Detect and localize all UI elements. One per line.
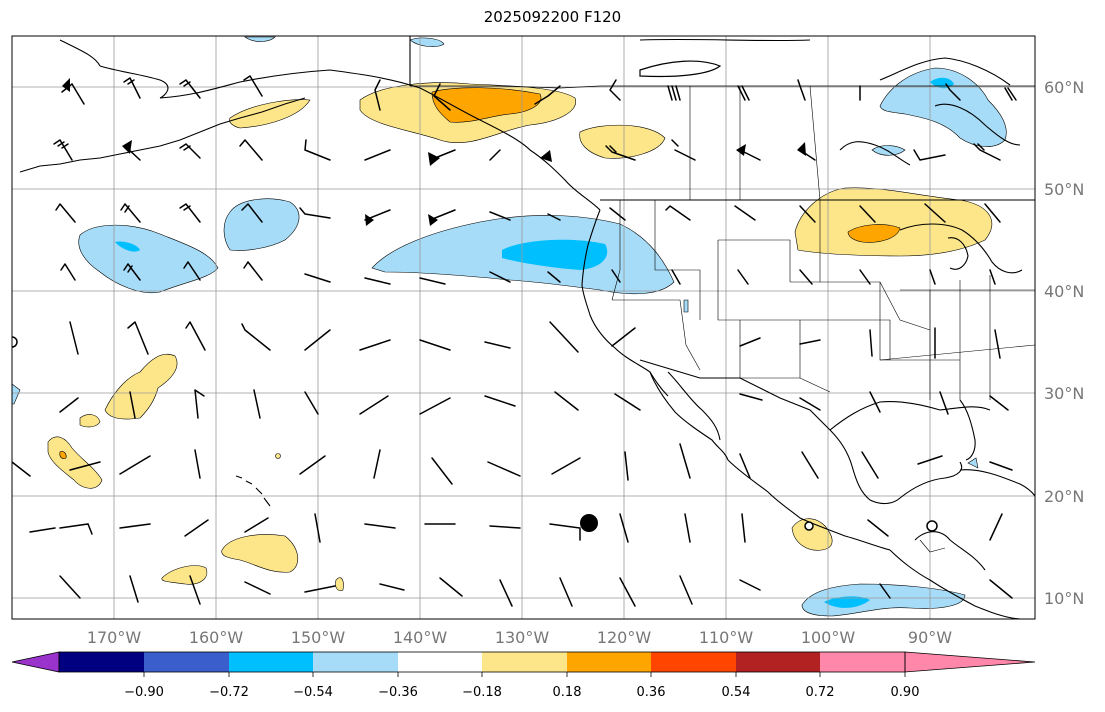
colorbar-tick-label: −0.18 <box>462 685 502 700</box>
colorbar-tick-label: −0.72 <box>209 685 249 700</box>
lon-label: 150°W <box>291 628 346 647</box>
lon-label: 170°W <box>87 628 142 647</box>
latitude-labels: 60°N 50°N 40°N 30°N 20°N 10°N <box>1044 78 1084 608</box>
lat-label: 20°N <box>1044 487 1084 506</box>
lon-label: 140°W <box>393 628 448 647</box>
colorbar-high-extend <box>904 651 1036 673</box>
state-borders <box>600 85 1035 553</box>
colorbar-segment <box>313 652 398 672</box>
wind-flag-barbs <box>62 78 806 226</box>
colorbar-tick-label: 0.72 <box>806 685 835 700</box>
map-title: 2025092200 F120 <box>483 8 622 26</box>
location-marker <box>580 514 598 532</box>
lon-label: 90°W <box>908 628 952 647</box>
colorbar-segment <box>567 652 651 672</box>
lon-label: 130°W <box>495 628 550 647</box>
lat-label: 50°N <box>1044 180 1084 199</box>
colorbar-low-extend <box>11 651 60 673</box>
station-marker-3 <box>12 336 18 348</box>
colorbar-segment <box>651 652 736 672</box>
colorbar-segment <box>144 652 229 672</box>
colorbar-tick-label: 0.36 <box>637 685 666 700</box>
map-frame <box>11 35 1036 620</box>
colorbar-tick-label: −0.90 <box>124 685 164 700</box>
colorbar-tick-label: 0.54 <box>722 685 751 700</box>
colorbar-tick-label: −0.36 <box>378 685 418 700</box>
lat-label: 30°N <box>1044 384 1084 403</box>
lat-label: 10°N <box>1044 589 1084 608</box>
colorbar-segment <box>229 652 313 672</box>
lon-label: 160°W <box>189 628 244 647</box>
station-marker-2 <box>926 520 938 532</box>
lat-label: 40°N <box>1044 282 1084 301</box>
colorbar-segment <box>482 652 567 672</box>
lat-label: 60°N <box>1044 78 1084 97</box>
lon-label: 110°W <box>699 628 754 647</box>
colorbar-segment <box>736 652 820 672</box>
lon-label: 120°W <box>597 628 652 647</box>
lon-label: 100°W <box>801 628 856 647</box>
colorbar-tick-label: 0.18 <box>553 685 582 700</box>
longitude-labels: 170°W 160°W 150°W 140°W 130°W 120°W 110°… <box>87 628 952 647</box>
positive-anomaly-fields <box>47 82 993 591</box>
colorbar-tick-label: −0.54 <box>293 685 333 700</box>
colorbar-segment <box>398 652 482 672</box>
coastlines <box>19 36 1035 619</box>
graticule <box>12 36 1035 619</box>
colorbar: −0.90 −0.72 −0.54 −0.36 −0.18 0.18 0.36 … <box>11 651 1036 700</box>
wind-barbs <box>12 75 1017 607</box>
colorbar-segment <box>59 652 144 672</box>
colorbar-tick-label: 0.90 <box>891 685 920 700</box>
station-marker-1 <box>804 521 814 531</box>
colorbar-segment <box>820 652 905 672</box>
